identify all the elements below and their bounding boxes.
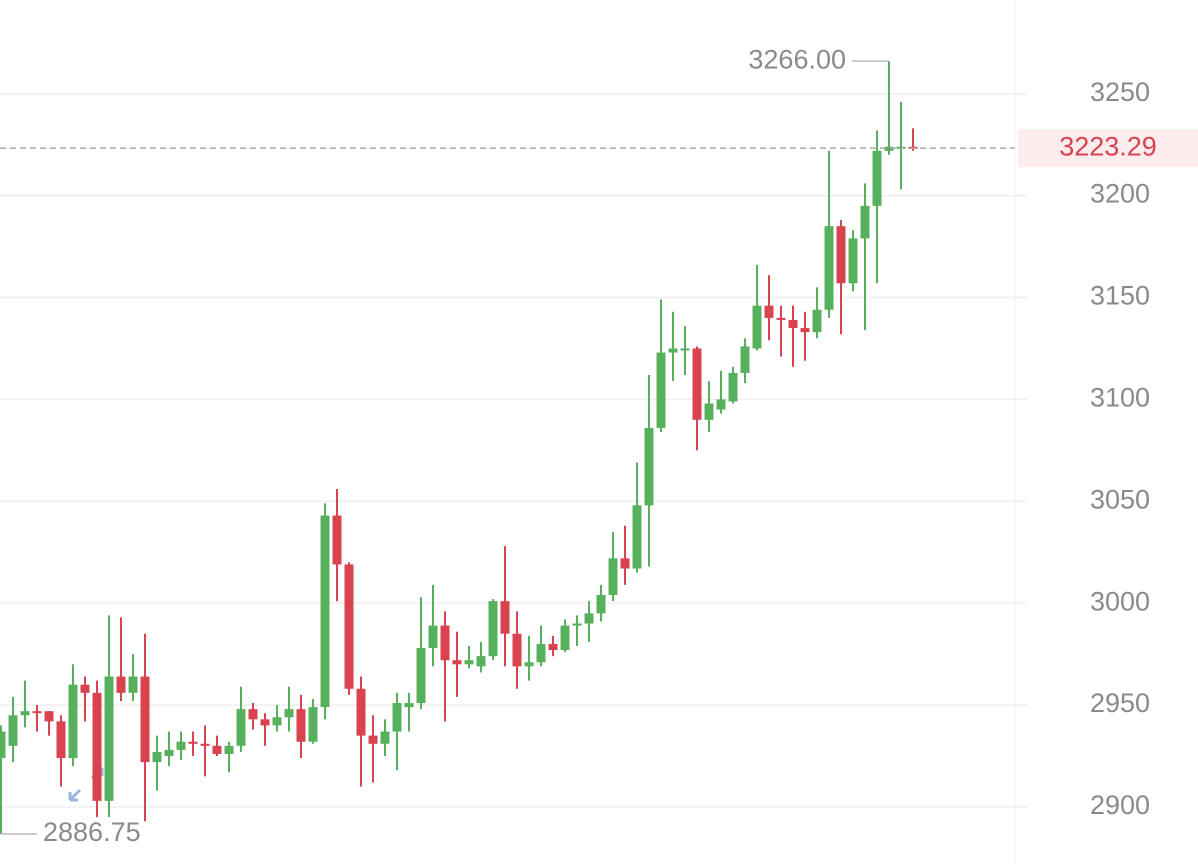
candle-body	[320, 515, 330, 708]
last-price-label: 3223.29	[1059, 131, 1157, 161]
candle-body	[308, 707, 318, 742]
candle-body	[92, 692, 102, 801]
candle-body	[248, 709, 258, 720]
candle-body	[752, 305, 762, 349]
candle-body	[44, 711, 54, 722]
candle-body	[404, 703, 414, 708]
candle-body	[212, 745, 222, 754]
y-tick-label: 3100	[1090, 383, 1150, 413]
candle-body	[836, 226, 846, 284]
candle-body	[344, 564, 354, 689]
candle-body	[332, 515, 342, 565]
candle-body	[272, 717, 282, 726]
candle-body	[128, 676, 138, 693]
candle-body	[356, 688, 366, 736]
y-tick-label: 3000	[1090, 586, 1150, 616]
candle-body	[644, 427, 654, 506]
candle-body	[860, 205, 870, 239]
candle-body	[596, 595, 606, 614]
candle-body	[728, 372, 738, 402]
candle-body	[764, 305, 774, 318]
candle-body	[140, 676, 150, 763]
candle-body	[800, 328, 810, 333]
candle-body	[716, 399, 726, 410]
candle-body	[632, 505, 642, 569]
y-tick-label: 2950	[1090, 688, 1150, 718]
candle-body	[56, 721, 66, 759]
candle-body	[104, 676, 114, 801]
candle-body	[824, 226, 834, 310]
candle-body	[812, 309, 822, 333]
candle-body	[488, 601, 498, 657]
candle-body	[380, 731, 390, 744]
candle-body	[464, 660, 474, 665]
candle-body	[452, 660, 462, 665]
candle-body	[668, 348, 678, 353]
candle-body	[224, 745, 234, 754]
candle-body	[524, 662, 534, 667]
candle-body	[0, 731, 6, 759]
low-marker-label: 2886.75	[43, 817, 141, 847]
candle-body	[776, 317, 786, 320]
candle-body	[428, 625, 438, 648]
candle-body	[164, 749, 174, 756]
candle-body	[572, 623, 582, 626]
candle-body	[68, 684, 78, 759]
candle-body	[80, 684, 90, 693]
candle-body	[848, 238, 858, 284]
candle-body	[704, 403, 714, 420]
candle-body	[152, 751, 162, 763]
candle-body	[440, 625, 450, 661]
candle-body	[740, 346, 750, 373]
candle-body	[260, 719, 270, 726]
candle-body	[512, 633, 522, 667]
y-tick-label: 2900	[1090, 790, 1150, 820]
candle-body	[560, 625, 570, 651]
candle-body	[368, 735, 378, 744]
candle-body	[788, 319, 798, 329]
candle-body	[116, 676, 126, 693]
candle-body	[476, 656, 486, 667]
high-marker-label: 3266.00	[748, 44, 846, 74]
candle-body	[584, 613, 594, 624]
candle-body	[32, 711, 42, 714]
candle-body	[500, 601, 510, 634]
candle-body	[548, 643, 558, 651]
y-tick-label: 3250	[1090, 77, 1150, 107]
candle-body	[200, 743, 210, 746]
candle-body	[692, 348, 702, 420]
candle-body	[392, 703, 402, 732]
candle-body	[608, 558, 618, 596]
y-tick-label: 3050	[1090, 484, 1150, 514]
candle-body	[236, 709, 246, 746]
candle-body	[536, 643, 546, 663]
candle-body	[656, 352, 666, 428]
candle-body	[20, 711, 30, 716]
candle-body	[680, 348, 690, 351]
candle-body	[416, 648, 426, 704]
candle-body	[188, 741, 198, 744]
candle-body	[620, 558, 630, 569]
y-tick-label: 3200	[1090, 179, 1150, 209]
candle-body	[872, 150, 882, 206]
candle-body	[284, 709, 294, 718]
candle-body	[884, 146, 894, 151]
y-tick-label: 3150	[1090, 281, 1150, 311]
candle-body	[296, 709, 306, 742]
last-price-box	[1018, 129, 1198, 168]
candle-body	[8, 715, 18, 746]
candle-body	[176, 741, 186, 750]
